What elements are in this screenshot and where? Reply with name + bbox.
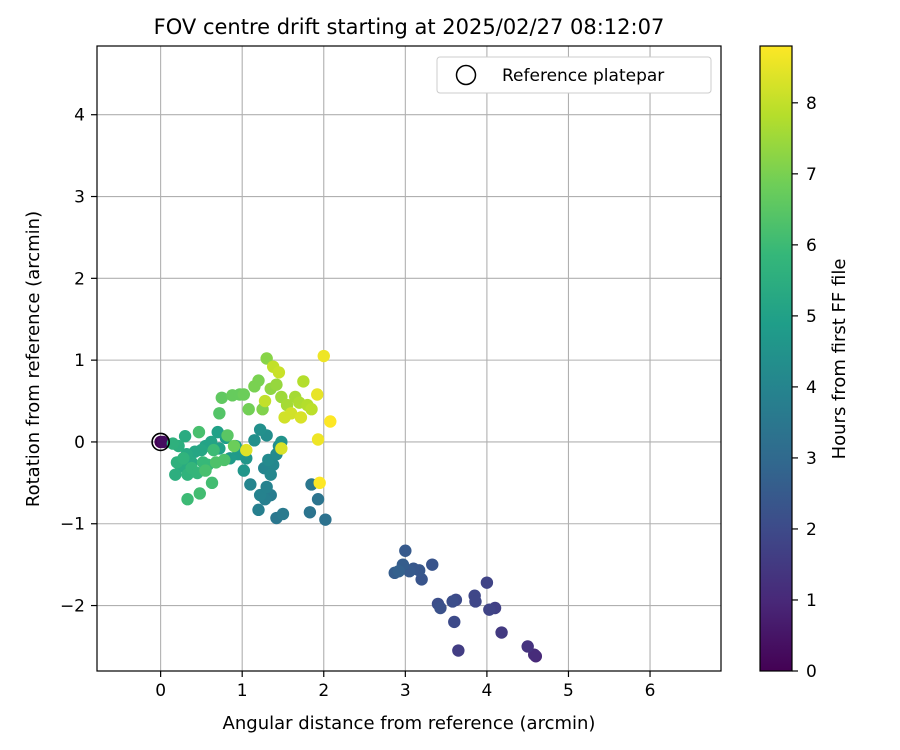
- y-tick-label: 4: [74, 106, 85, 126]
- data-point: [311, 433, 325, 446]
- data-point: [199, 464, 212, 477]
- colorbar-gradient: [759, 45, 793, 672]
- data-point: [392, 564, 406, 578]
- data-point: [221, 429, 234, 442]
- data-point: [521, 640, 534, 653]
- data-point: [213, 407, 226, 420]
- colorbar-tick-label: 3: [806, 449, 817, 469]
- x-axis-label: Angular distance from reference (arcmin): [223, 713, 596, 734]
- data-point: [270, 378, 283, 391]
- data-point: [483, 603, 496, 616]
- data-point: [284, 407, 298, 420]
- data-point: [156, 435, 170, 449]
- data-point: [237, 464, 251, 477]
- y-tick-label: −2: [60, 597, 85, 617]
- data-point: [211, 425, 224, 439]
- data-point: [205, 476, 219, 490]
- reference-platepar-marker: [151, 432, 170, 452]
- data-point: [399, 544, 412, 557]
- data-point: [319, 513, 332, 526]
- data-point: [253, 423, 267, 436]
- data-point: [215, 391, 228, 404]
- data-point: [248, 434, 261, 447]
- colorbar-label: Hours from first FF file: [829, 259, 850, 460]
- data-point: [242, 403, 255, 416]
- data-point: [303, 506, 317, 519]
- plot-frame: [96, 45, 722, 672]
- y-tick-label: −1: [60, 515, 85, 535]
- y-axis-label: Rotation from reference (arcmin): [23, 211, 44, 507]
- colorbar-ticks: 0 1 2 3 4 5 6 7 8: [792, 94, 817, 682]
- data-point: [317, 349, 330, 363]
- data-point: [264, 468, 277, 481]
- data-point: [252, 503, 265, 517]
- colorbar-tick-label: 6: [806, 236, 817, 256]
- x-tick-label: 1: [237, 681, 248, 701]
- data-point: [258, 394, 272, 408]
- x-tick-label: 3: [400, 681, 411, 701]
- data-point: [193, 487, 206, 500]
- data-point: [240, 443, 253, 457]
- y-tick-label: 3: [74, 188, 85, 208]
- x-tick-label: 2: [318, 681, 329, 701]
- chart-title: FOV centre drift starting at 2025/02/27 …: [154, 15, 665, 39]
- data-point: [272, 366, 286, 379]
- colorbar-tick-label: 7: [806, 165, 817, 185]
- y-tick-label: 0: [74, 433, 85, 453]
- data-point: [218, 453, 231, 467]
- data-point: [260, 480, 273, 494]
- x-tick-label: 0: [155, 681, 166, 701]
- legend-label: Reference platepar: [502, 66, 664, 86]
- data-point: [480, 576, 494, 589]
- data-point: [452, 644, 465, 657]
- colorbar: 0 1 2 3 4 5 6 7 8 Hours from first FF file: [759, 45, 850, 682]
- data-point: [313, 476, 326, 490]
- x-tick-label: 5: [563, 681, 574, 701]
- data-point: [297, 375, 310, 388]
- legend-box: [436, 56, 712, 94]
- data-point: [207, 443, 220, 457]
- x-axis-ticks: 0 1 2 3 4 5 6: [155, 671, 655, 701]
- data-point: [311, 493, 325, 506]
- data-point: [469, 595, 482, 608]
- colorbar-tick-label: 0: [806, 662, 817, 682]
- colorbar-tick-label: 8: [806, 94, 817, 114]
- data-point: [276, 507, 290, 521]
- data-point: [448, 615, 461, 629]
- y-tick-label: 1: [74, 351, 85, 371]
- data-point: [192, 425, 206, 439]
- data-point: [227, 439, 241, 453]
- data-point: [275, 442, 288, 455]
- data-point: [324, 415, 337, 428]
- y-tick-label: 2: [74, 269, 85, 289]
- colorbar-tick-label: 5: [806, 307, 817, 327]
- legend: Reference platepar: [436, 56, 712, 94]
- x-tick-label: 4: [481, 681, 492, 701]
- data-point: [244, 478, 257, 491]
- colorbar-tick-label: 1: [806, 591, 817, 611]
- data-points: [154, 349, 543, 663]
- data-point: [294, 411, 308, 424]
- legend-open-circle-icon: [455, 64, 477, 86]
- data-point: [426, 558, 439, 571]
- data-point: [252, 374, 265, 387]
- colorbar-tick-label: 4: [806, 378, 817, 398]
- data-point: [434, 601, 447, 615]
- x-tick-label: 6: [645, 681, 656, 701]
- data-point: [177, 452, 190, 465]
- data-point: [181, 493, 194, 506]
- data-point: [237, 388, 251, 401]
- data-point: [311, 388, 324, 401]
- data-point: [495, 626, 508, 639]
- colorbar-tick-label: 2: [806, 520, 817, 540]
- data-point: [305, 403, 318, 416]
- data-point: [446, 595, 459, 608]
- y-axis-ticks: −2 −1 0 1 2 3 4: [60, 106, 97, 617]
- data-point: [169, 468, 182, 481]
- data-point: [178, 430, 192, 443]
